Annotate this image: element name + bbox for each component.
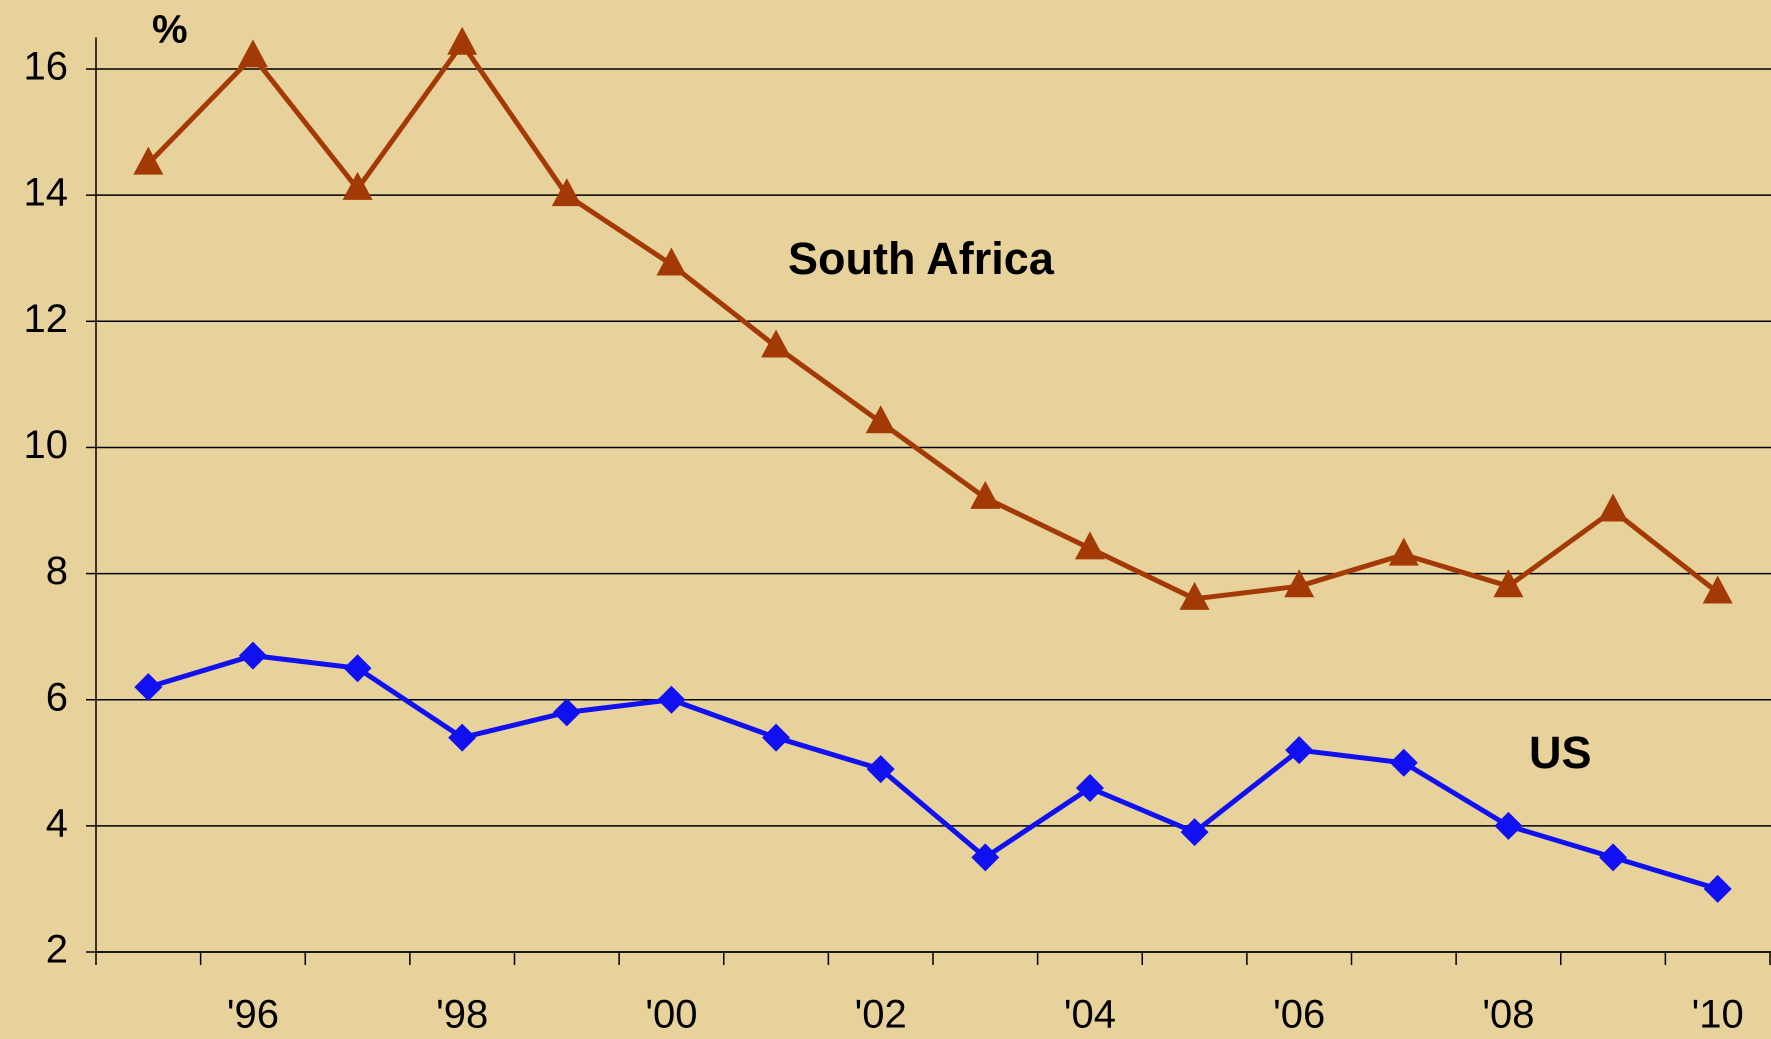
data-point (1389, 748, 1418, 777)
data-point (865, 405, 896, 434)
data-point (238, 641, 267, 670)
data-point (1180, 818, 1209, 847)
x-tick-label: '10 (1692, 993, 1744, 1037)
data-point (551, 178, 582, 207)
x-tick-label: '06 (1273, 993, 1325, 1037)
y-tick-label: 8 (46, 549, 68, 593)
y-tick-label: 14 (24, 171, 69, 215)
data-point (1285, 736, 1314, 765)
series-line (146, 41, 1720, 602)
data-point (1074, 531, 1105, 560)
data-point (237, 39, 268, 68)
x-tick-label: '08 (1482, 993, 1534, 1037)
data-point (343, 654, 372, 683)
data-point (1703, 874, 1732, 903)
x-tick-label: '96 (227, 993, 279, 1037)
y-tick-label: 6 (46, 675, 68, 719)
data-point (970, 480, 1001, 509)
data-point (552, 698, 581, 727)
data-point (866, 755, 895, 784)
y-tick-label: 16 (24, 45, 69, 89)
data-point (448, 723, 477, 752)
y-tick-label: 2 (46, 928, 68, 972)
series-line (147, 653, 1719, 892)
data-point (133, 146, 164, 175)
x-tick-label: '98 (436, 993, 488, 1037)
y-tick-label: 12 (24, 297, 69, 341)
x-tick-label: '02 (855, 993, 907, 1037)
data-point (447, 26, 478, 55)
y-axis-label: % (152, 8, 188, 52)
y-tick-label: 10 (24, 423, 69, 467)
data-point (1598, 493, 1629, 522)
data-point (1702, 575, 1733, 604)
data-point (1599, 843, 1628, 872)
data-point (342, 171, 373, 200)
data-point (1388, 537, 1419, 566)
data-point (656, 247, 687, 276)
data-point (1075, 774, 1104, 803)
data-point (134, 673, 163, 702)
data-point (971, 843, 1000, 872)
data-point (1179, 581, 1210, 610)
data-point (762, 723, 791, 752)
x-tick-label: '00 (645, 993, 697, 1037)
data-point (1493, 569, 1524, 598)
data-point (657, 685, 686, 714)
series-label: US (1529, 727, 1592, 778)
data-point (1284, 569, 1315, 598)
x-tick-label: '04 (1064, 993, 1116, 1037)
series-label: South Africa (788, 233, 1055, 284)
data-point (1494, 811, 1523, 840)
data-point (761, 329, 792, 358)
y-tick-label: 4 (46, 801, 68, 845)
